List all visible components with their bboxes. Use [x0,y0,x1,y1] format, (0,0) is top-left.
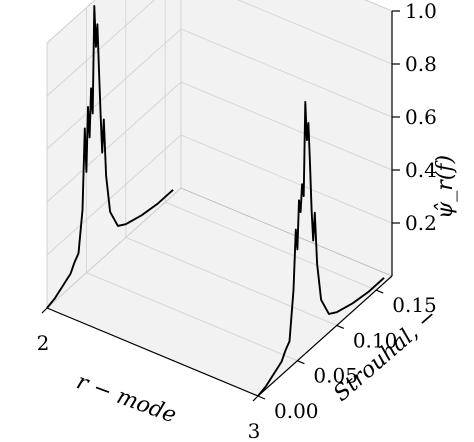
z-grid-line [46,0,393,97]
z-tick-label: 0.4 [405,158,437,182]
back-pane [181,0,392,276]
series-group [46,4,385,397]
y-tick-label: 0.15 [392,293,437,317]
y-axis-line [257,275,393,397]
x-tick-mark [41,307,48,314]
x-tick-label: 3 [248,419,261,442]
series-line-1 [46,4,174,309]
y-tick-label: 0.10 [353,328,398,352]
z-tick-label: 1.0 [405,0,437,23]
y-tick-mark [375,289,384,294]
z-grid-line [46,0,393,44]
x-tick-label: 2 [37,331,50,355]
pane-group [46,0,393,397]
x-grid-line [46,0,182,309]
floor-pane [47,188,392,396]
y-tick-mark [257,395,266,400]
x-axis-line [46,307,259,397]
y-tick-label: 0.00 [274,399,319,423]
axes-group [46,11,393,397]
x-axis-label: r − mode [73,369,179,428]
y-axis-label: Strouhal, − [329,303,442,406]
y-tick-label: 0.05 [313,364,358,388]
tick-group: 2 3 0.00 0.05 0.10 0.15 0.2 0.4 0.6 0.8 1.0 [37,0,437,442]
z-axis-label: ψ̂_r(f) [433,155,458,219]
y-tick-mark [297,360,305,365]
y-tick-mark [336,324,345,329]
z-tick-label: 0.8 [405,52,437,76]
x-tick-mark [252,395,259,402]
series-line-2 [257,100,385,397]
z-tick-label: 0.6 [405,105,437,129]
z-tick-label: 0.2 [405,211,437,235]
